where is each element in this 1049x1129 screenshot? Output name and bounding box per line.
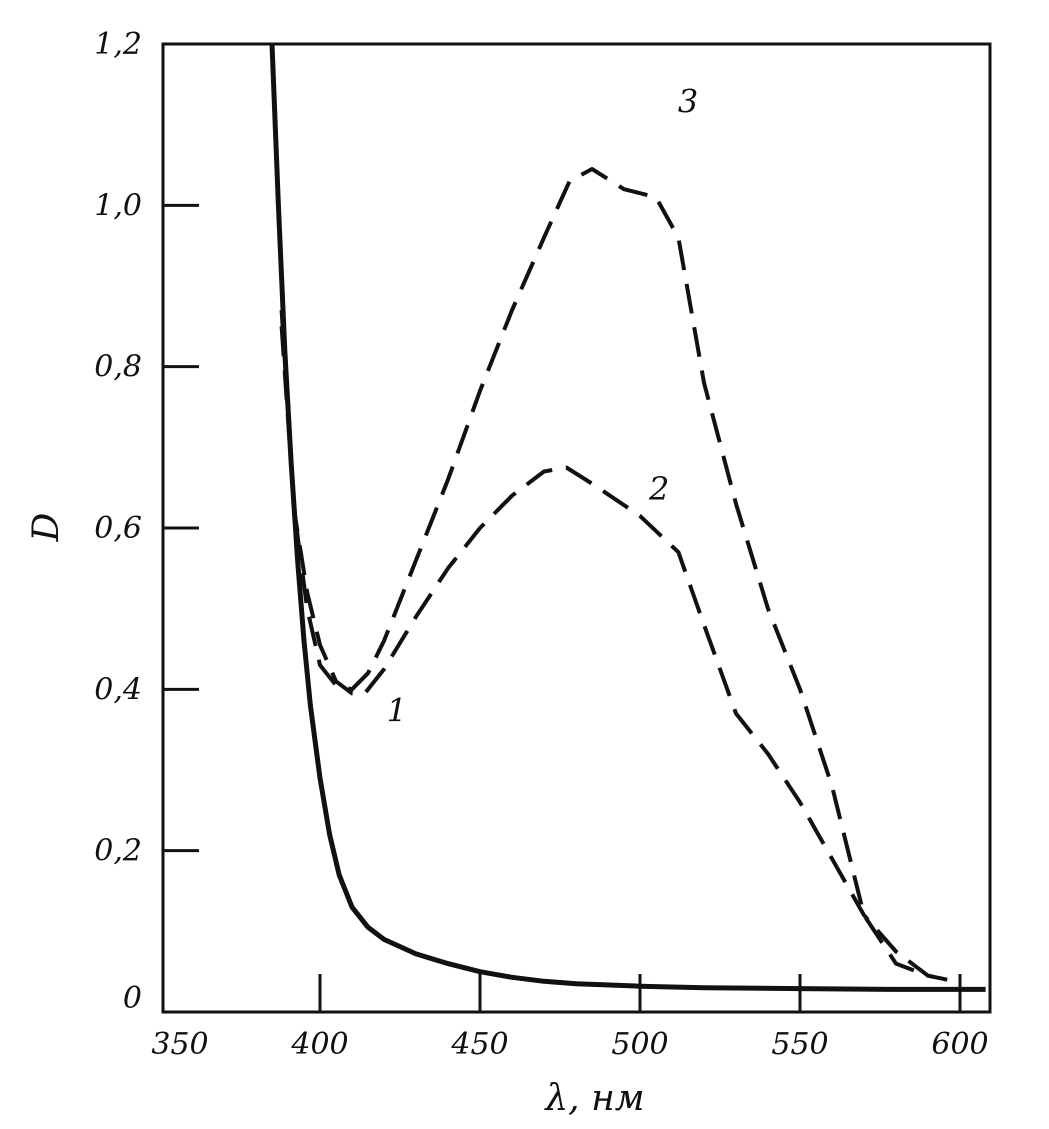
y-tick-label: 0 [123,981,142,1016]
x-tick-label: 400 [290,1027,348,1062]
series-labels: 1 2 3 [387,83,699,730]
x-tick-label: 600 [931,1027,988,1062]
series-line-2 [279,326,948,982]
series-label-1: 1 [387,692,407,730]
series-group [269,43,986,992]
x-axis-ticks: 350 400 450 500 550 600 [151,974,989,1062]
x-tick-label: 500 [611,1027,668,1062]
series-label-2: 2 [648,470,669,508]
y-axis-label: D [26,512,67,542]
series-line-3 [279,167,948,982]
y-tick-label: 1,2 [94,27,142,62]
y-axis-ticks: 0 0,2 0,4 0,6 0,8 1,0 1,2 [94,27,199,1016]
plot-frame [161,42,992,1014]
x-axis-label: λ, нм [543,1078,644,1119]
y-tick-label: 0,4 [94,672,142,707]
x-tick-label: 450 [450,1027,508,1062]
y-tick-label: 0,6 [94,511,142,546]
series-label-3: 3 [678,83,698,121]
x-tick-label: 550 [771,1027,828,1062]
series-line-1 [269,43,986,992]
x-tick-label: 350 [151,1027,208,1062]
y-tick-label: 0,8 [94,350,142,385]
y-tick-label: 1,0 [94,188,142,223]
y-tick-label: 0,2 [94,834,142,869]
